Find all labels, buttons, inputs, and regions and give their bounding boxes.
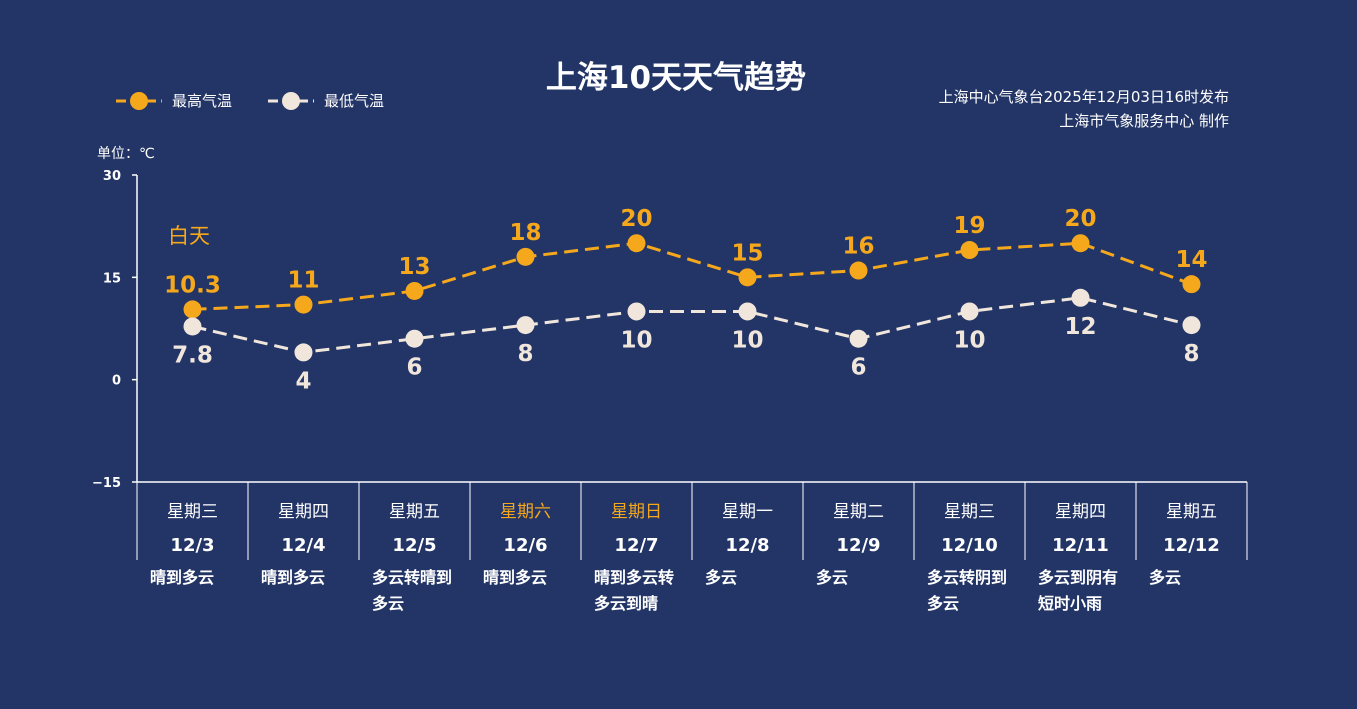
low-temp-point [183,317,202,336]
low-temp-point [1182,316,1201,335]
y-tick-label: −15 [92,476,121,491]
weather-label: 短时小雨 [1038,594,1102,613]
daytime-label: 白天 [168,224,210,248]
low-temp-point [849,329,868,348]
high-temp-label: 15 [731,240,763,266]
low-temp-label: 10 [731,327,763,353]
date-label: 12/6 [503,535,547,556]
weekday-label: 星期五 [1166,502,1217,522]
weekday-label: 星期三 [944,502,995,522]
weekday-label: 星期四 [1055,502,1106,522]
weekday-label: 星期一 [722,502,773,522]
high-temp-label: 10.3 [164,272,221,298]
low-temp-label: 4 [295,368,311,394]
low-temp-point [960,302,979,321]
low-temp-label: 10 [953,327,985,353]
y-ticks: 30 15 0 −15 [92,169,137,491]
high-temp-point [405,281,424,300]
weather-label: 多云到晴 [594,594,658,613]
date-label: 12/9 [836,535,880,556]
weather-label: 多云 [705,568,737,587]
high-temp-point [849,261,868,280]
high-temp-label: 14 [1175,247,1207,273]
weather-label: 晴到多云 [261,568,325,587]
weather-label: 多云转阴到 [927,568,1007,587]
high-temp-point [1182,275,1201,294]
date-label: 12/10 [941,535,998,556]
high-temp-label: 20 [620,206,652,232]
weekday-label: 星期四 [278,502,329,522]
date-label: 12/8 [725,535,769,556]
high-temp-label: 20 [1064,206,1096,232]
legend-low-marker [282,92,300,110]
high-temp-point [960,241,979,260]
high-temp-point [1071,234,1090,253]
high-temp-label: 18 [509,220,541,246]
legend-low-label: 最低气温 [324,92,384,110]
low-temp-point [1071,288,1090,307]
low-temp-label: 8 [1183,341,1199,367]
chart-title: 上海10天天气趋势 [546,60,806,96]
low-temp-label: 6 [850,355,866,381]
low-temp-label: 8 [517,341,533,367]
low-temp-label: 10 [620,327,652,353]
weather-label: 晴到多云转 [594,568,674,587]
date-label: 12/7 [614,535,658,556]
series-lines [192,241,1193,354]
issuer-line-1: 上海中心气象台2025年12月03日16时发布 [939,88,1229,106]
high-temp-point [627,234,646,253]
date-label: 12/4 [281,535,325,556]
weekday-label: 星期六 [500,502,551,522]
issuer-line-2: 上海市气象服务中心 制作 [1059,112,1229,130]
high-temp-label: 13 [398,254,430,280]
date-label: 12/11 [1052,535,1109,556]
low-temp-label: 6 [406,355,422,381]
low-temp-point [405,329,424,348]
weather-label: 多云 [372,594,404,613]
high-temp-label: 11 [287,268,319,294]
day-columns: 星期三12/3晴到多云星期四12/4晴到多云星期五12/5多云转晴到多云星期六1… [136,482,1248,613]
high-temp-point [183,300,202,319]
weekday-label: 星期日 [611,502,662,522]
high-temp-label: 16 [842,234,874,260]
weekday-label: 星期二 [833,502,884,522]
weather-label: 晴到多云 [150,568,214,587]
legend-high-label: 最高气温 [172,92,232,110]
high-temp-line [192,241,1193,311]
high-temp-label: 19 [953,213,985,239]
low-temp-point [627,302,646,321]
low-temp-point [516,316,535,335]
legend-high-marker [130,92,148,110]
weather-label: 多云转晴到 [372,568,452,587]
weather-label: 晴到多云 [483,568,547,587]
y-tick-label: 0 [112,374,121,389]
weather-label: 多云到阴有 [1038,568,1118,587]
value-labels: 10.3 11 13 18 20 15 16 19 20 14 7.8 4 6 8 10 10 6 10 12 8 [164,206,1207,394]
unit-label: 单位：℃ [97,146,155,162]
high-temp-point [738,268,757,287]
y-tick-label: 30 [103,169,121,184]
high-temp-point [516,247,535,266]
low-temp-point [294,343,313,362]
legend: 最高气温 最低气温 [116,92,384,110]
date-label: 12/3 [170,535,214,556]
weekday-label: 星期五 [389,502,440,522]
weather-label: 多云 [927,594,959,613]
y-tick-label: 15 [103,271,121,286]
weather-label: 多云 [1149,568,1181,587]
weekday-label: 星期三 [167,502,218,522]
low-temp-label: 12 [1064,314,1096,340]
low-temp-label: 7.8 [172,342,213,368]
date-label: 12/5 [392,535,436,556]
low-temp-line [192,296,1192,354]
weather-label: 多云 [816,568,848,587]
low-temp-point [738,302,757,321]
date-label: 12/12 [1163,535,1220,556]
high-temp-point [294,295,313,314]
data-points [183,234,1201,362]
